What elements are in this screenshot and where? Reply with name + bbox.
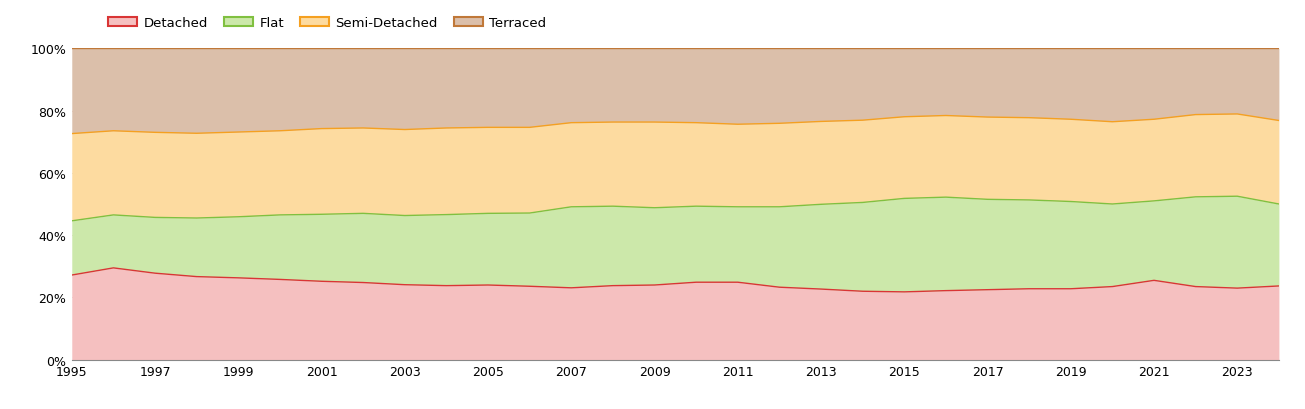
- Legend: Detached, Flat, Semi-Detached, Terraced: Detached, Flat, Semi-Detached, Terraced: [103, 12, 552, 36]
